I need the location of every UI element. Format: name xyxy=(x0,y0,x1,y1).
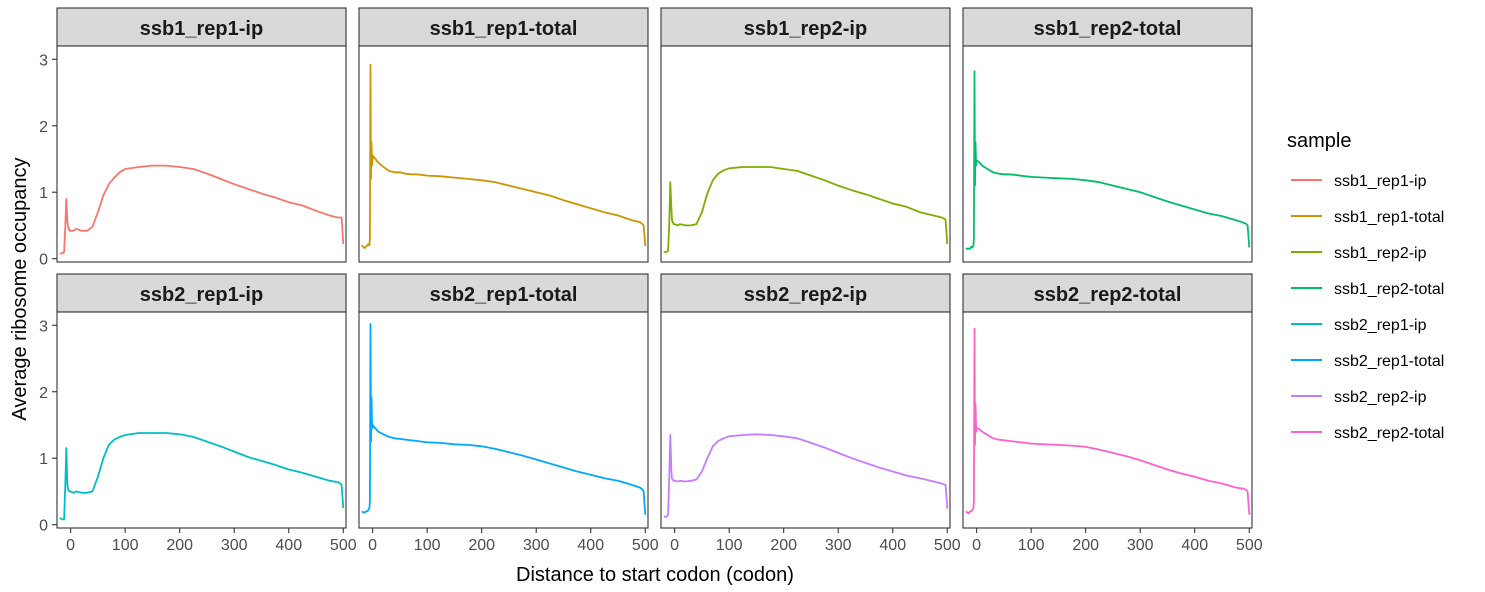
legend-title: sample xyxy=(1287,130,1351,152)
y-axis-title: Average ribosome occupancy xyxy=(9,157,31,420)
y-tick-label: 3 xyxy=(39,52,48,69)
series-line-ssb2_rep2-total xyxy=(965,327,1251,515)
facet-strip-label: ssb2_rep1-ip xyxy=(140,284,263,306)
x-tick-label: 400 xyxy=(1181,537,1208,554)
series-line-ssb1_rep2-total xyxy=(965,70,1251,250)
legend-label: ssb1_rep2-total xyxy=(1334,281,1444,298)
facet-strip-label: ssb2_rep2-total xyxy=(1034,284,1182,306)
facet-strip xyxy=(56,7,347,47)
panel-border xyxy=(660,311,951,529)
y-tick-label: 3 xyxy=(39,318,48,335)
x-tick-label: 200 xyxy=(166,537,193,554)
x-tick-label: 100 xyxy=(1018,537,1045,554)
legend-label: ssb2_rep1-total xyxy=(1334,353,1444,370)
facet-strip-label: ssb2_rep2-ip xyxy=(744,284,867,306)
facet-strip xyxy=(56,273,347,313)
facet-strip-label: ssb1_rep1-total xyxy=(430,18,578,40)
series-line-ssb1_rep1-total xyxy=(361,63,647,249)
x-tick-label: 500 xyxy=(934,537,961,554)
facet-strip xyxy=(962,273,1253,313)
panel-border xyxy=(56,45,347,263)
x-tick-label: 0 xyxy=(368,537,377,554)
facet-strip-label: ssb2_rep1-total xyxy=(430,284,578,306)
x-tick-label: 500 xyxy=(330,537,357,554)
x-tick-label: 200 xyxy=(770,537,797,554)
legend-label: ssb1_rep2-ip xyxy=(1334,245,1427,262)
y-tick-label: 1 xyxy=(39,451,48,468)
x-tick-label: 300 xyxy=(221,537,248,554)
panel-border xyxy=(962,45,1253,263)
series-line-ssb2_rep2-ip xyxy=(663,433,949,518)
x-tick-label: 300 xyxy=(825,537,852,554)
legend-label: ssb1_rep1-total xyxy=(1334,209,1444,226)
x-tick-label: 400 xyxy=(577,537,604,554)
panel-border xyxy=(358,311,649,529)
panel-border xyxy=(962,311,1253,529)
x-tick-label: 500 xyxy=(1236,537,1263,554)
panel-border xyxy=(56,311,347,529)
legend-label: ssb2_rep2-total xyxy=(1334,425,1444,442)
facet-strip xyxy=(962,7,1253,47)
series-line-ssb1_rep2-ip xyxy=(663,166,949,253)
x-tick-label: 300 xyxy=(523,537,550,554)
panel-border xyxy=(660,45,951,263)
facet-strip-label: ssb1_rep2-total xyxy=(1034,18,1182,40)
x-tick-label: 200 xyxy=(468,537,495,554)
x-axis-title: Distance to start codon (codon) xyxy=(516,564,794,586)
x-tick-label: 100 xyxy=(112,537,139,554)
series-line-ssb2_rep1-ip xyxy=(59,432,345,521)
y-tick-label: 2 xyxy=(39,385,48,402)
x-tick-label: 400 xyxy=(879,537,906,554)
x-tick-label: 0 xyxy=(972,537,981,554)
facet-strip-label: ssb1_rep1-ip xyxy=(140,18,263,40)
x-tick-label: 0 xyxy=(66,537,75,554)
y-tick-label: 1 xyxy=(39,185,48,202)
facet-strip-label: ssb1_rep2-ip xyxy=(744,18,867,40)
series-line-ssb1_rep1-ip xyxy=(59,164,345,255)
panel-border xyxy=(358,45,649,263)
x-tick-label: 0 xyxy=(670,537,679,554)
x-tick-label: 300 xyxy=(1127,537,1154,554)
legend-label: ssb2_rep2-ip xyxy=(1334,389,1427,406)
x-tick-label: 100 xyxy=(716,537,743,554)
legend-label: ssb2_rep1-ip xyxy=(1334,317,1427,334)
y-tick-label: 2 xyxy=(39,119,48,136)
y-tick-label: 0 xyxy=(39,518,48,535)
y-tick-label: 0 xyxy=(39,252,48,269)
legend-label: ssb1_rep1-ip xyxy=(1334,173,1427,190)
facet-strip xyxy=(660,7,951,47)
x-tick-label: 500 xyxy=(632,537,659,554)
x-tick-label: 400 xyxy=(275,537,302,554)
series-line-ssb2_rep1-total xyxy=(361,323,647,515)
x-tick-label: 100 xyxy=(414,537,441,554)
x-tick-label: 200 xyxy=(1072,537,1099,554)
